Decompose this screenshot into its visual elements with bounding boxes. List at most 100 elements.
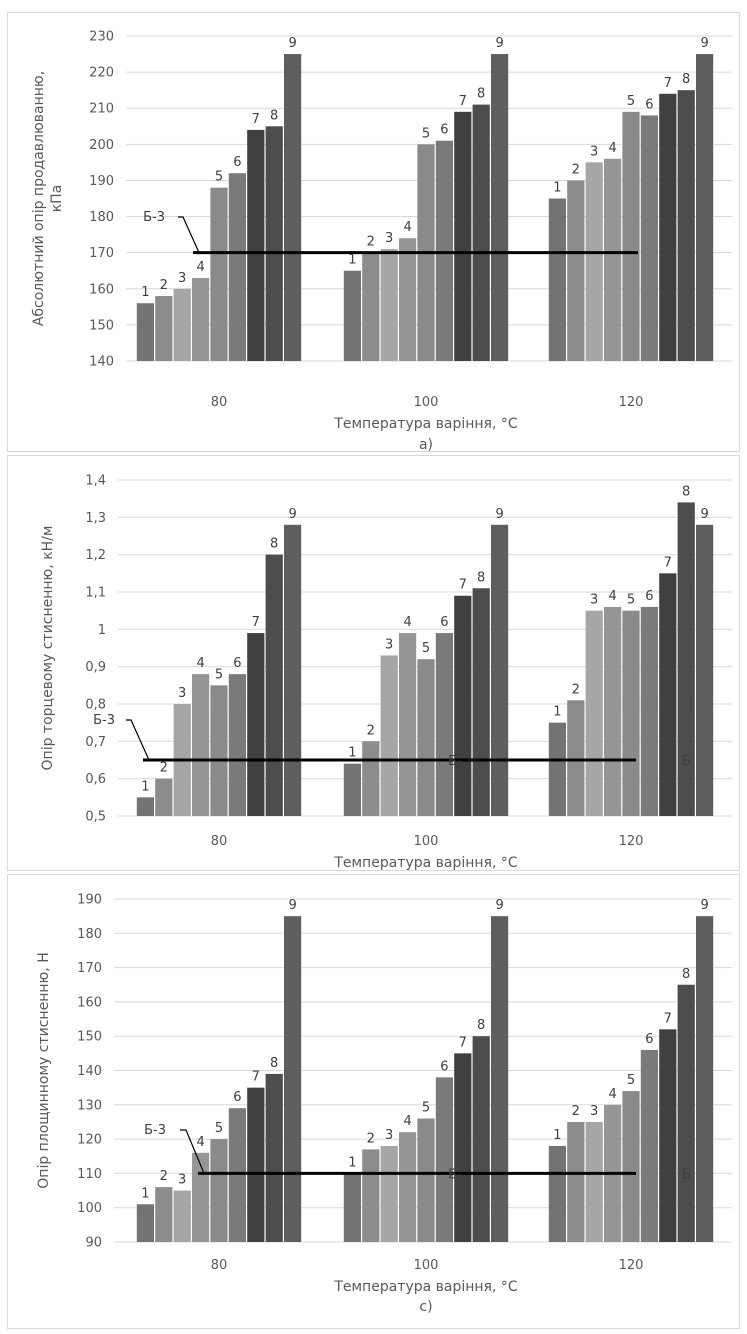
bar-label: 3 bbox=[590, 593, 598, 608]
bar bbox=[343, 270, 361, 361]
bar bbox=[491, 916, 509, 1242]
bar-label: 2 bbox=[160, 278, 168, 293]
bar bbox=[399, 633, 417, 816]
bar-label: 3 bbox=[385, 637, 393, 652]
bar bbox=[491, 54, 509, 362]
bar-label: 5 bbox=[215, 1121, 223, 1136]
y-tick-label: 190 bbox=[89, 174, 114, 189]
bar-label: 7 bbox=[664, 555, 672, 570]
bar-label: 7 bbox=[664, 76, 672, 91]
y-axis-title: Опір торцевому стисненню, кН/м bbox=[40, 526, 56, 771]
bar bbox=[380, 249, 398, 361]
bar-label: 9 bbox=[288, 898, 296, 913]
bar bbox=[696, 54, 714, 362]
bar-label: 9 bbox=[700, 36, 708, 51]
bar-label: 4 bbox=[196, 656, 204, 671]
bar bbox=[399, 238, 417, 361]
bar-label: 7 bbox=[252, 1070, 260, 1085]
bar bbox=[491, 524, 509, 816]
bar-label: 2 bbox=[367, 723, 375, 738]
bar-label: 4 bbox=[403, 1114, 411, 1129]
y-tick-label: 1,2 bbox=[85, 548, 106, 563]
chart-caption: а) bbox=[419, 437, 433, 453]
y-tick-label: 210 bbox=[89, 102, 114, 117]
bar-label: 2 bbox=[160, 1169, 168, 1184]
bar bbox=[548, 198, 566, 361]
bar-label: 5 bbox=[627, 1073, 635, 1088]
y-tick-label: 0,9 bbox=[85, 660, 106, 675]
bar bbox=[548, 1145, 566, 1242]
bar-label: 5 bbox=[627, 94, 635, 109]
bar-label: 6 bbox=[645, 589, 653, 604]
y-tick-label: 0,5 bbox=[85, 810, 106, 825]
bar-label: 6 bbox=[440, 123, 448, 138]
bar-label: 6 bbox=[645, 97, 653, 112]
reference-leader-line bbox=[180, 1129, 205, 1174]
bar bbox=[362, 741, 380, 816]
bar bbox=[622, 1091, 640, 1242]
bar-label: 3 bbox=[590, 144, 598, 159]
bar-label: 1 bbox=[348, 746, 356, 761]
reference-label: Б-3 bbox=[143, 210, 165, 225]
bar-label: 8 bbox=[682, 72, 690, 87]
bar-label: 1 bbox=[553, 181, 561, 196]
y-tick-label: 90 bbox=[85, 1236, 102, 1251]
bar bbox=[472, 588, 490, 816]
x-tick-label: 100 bbox=[414, 1258, 439, 1273]
bar-label: 7 bbox=[459, 1035, 467, 1050]
bar bbox=[417, 659, 435, 816]
chart-panel-c: 90 100 110 120 130 140 150 160 170 180 190 1 2 3 4 5 6 7 8… bbox=[7, 874, 740, 1329]
bar-label: 3 bbox=[385, 231, 393, 246]
bar bbox=[454, 1053, 472, 1242]
bar bbox=[173, 288, 191, 361]
bar bbox=[677, 90, 695, 362]
bar-label: 8 bbox=[682, 484, 690, 499]
bar-label: 7 bbox=[459, 578, 467, 593]
chart-b-svg: 0,50,60,70,80,911,11,21,31,4123456789801… bbox=[40, 474, 732, 871]
bar-label: 8 bbox=[477, 1018, 485, 1033]
x-tick-label: 120 bbox=[619, 834, 644, 849]
bar-label: 1 bbox=[348, 1155, 356, 1170]
y-tick-label: 170 bbox=[89, 246, 114, 261]
bar bbox=[192, 277, 210, 361]
bar bbox=[284, 916, 302, 1242]
bar-label: 1 bbox=[141, 285, 149, 300]
y-tick-label: 150 bbox=[77, 1030, 102, 1045]
bar bbox=[247, 1087, 265, 1242]
y-tick-label: 170 bbox=[77, 961, 102, 976]
chart-panel-b: 0,5 0,6 0,7 0,8 0,9 1 1,1 1,2 1,3 1,4 1 2 3 4 5 6 7 8 9 80 1… bbox=[7, 455, 740, 871]
bar-label: 5 bbox=[215, 170, 223, 185]
bar-label: 1 bbox=[141, 1186, 149, 1201]
chart-caption: с) bbox=[419, 1299, 432, 1315]
bar-label: 4 bbox=[196, 260, 204, 275]
bar bbox=[659, 93, 677, 362]
reference-leader-line bbox=[178, 216, 200, 253]
bar-label: 6 bbox=[233, 155, 241, 170]
x-tick-label: 80 bbox=[211, 834, 228, 849]
bar bbox=[247, 633, 265, 816]
bar bbox=[622, 111, 640, 361]
bar bbox=[604, 606, 622, 816]
bar bbox=[136, 303, 154, 361]
bar-label: 5 bbox=[422, 641, 430, 656]
bar-label: 3 bbox=[178, 271, 186, 286]
x-tick-label: 80 bbox=[211, 395, 228, 410]
bar-label: 5 bbox=[215, 667, 223, 682]
bar-label: 7 bbox=[664, 1011, 672, 1026]
y-tick-label: 200 bbox=[89, 138, 114, 153]
bar-label: 3 bbox=[385, 1128, 393, 1143]
bar bbox=[399, 1132, 417, 1242]
bar bbox=[380, 655, 398, 816]
bar bbox=[696, 916, 714, 1242]
bar-label: 7 bbox=[459, 94, 467, 109]
bar bbox=[362, 1149, 380, 1242]
bar bbox=[548, 722, 566, 816]
bar bbox=[155, 296, 173, 361]
bar-label: 2 bbox=[367, 235, 375, 250]
bar-label: 1 bbox=[348, 253, 356, 268]
bar-label: 6 bbox=[233, 1090, 241, 1105]
bar-label: 1 bbox=[553, 1128, 561, 1143]
y-tick-label: 180 bbox=[89, 210, 114, 225]
bar-label: 2 bbox=[160, 761, 168, 776]
bar bbox=[435, 633, 453, 816]
